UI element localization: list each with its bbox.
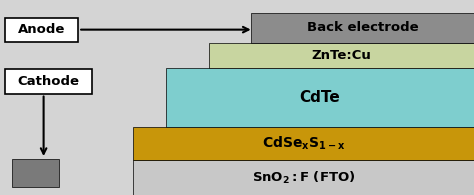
Bar (5, 18, 78, 42)
Bar (133, 127, 474, 160)
Text: ZnTe:Cu: ZnTe:Cu (311, 49, 371, 62)
Bar (166, 68, 474, 127)
Text: CdTe: CdTe (300, 90, 340, 105)
Text: $\mathbf{CdSe_xS_{1-x}}$: $\mathbf{CdSe_xS_{1-x}}$ (262, 135, 345, 152)
Text: $\mathbf{SnO_2:F\ (FTO)}$: $\mathbf{SnO_2:F\ (FTO)}$ (252, 169, 355, 185)
Text: Cathode: Cathode (18, 75, 80, 88)
Bar (133, 160, 474, 195)
Bar (12, 159, 59, 187)
Bar (209, 43, 474, 68)
Bar (251, 13, 474, 43)
Text: Back electrode: Back electrode (307, 21, 419, 34)
Bar (5, 69, 92, 94)
Text: Anode: Anode (18, 23, 65, 36)
